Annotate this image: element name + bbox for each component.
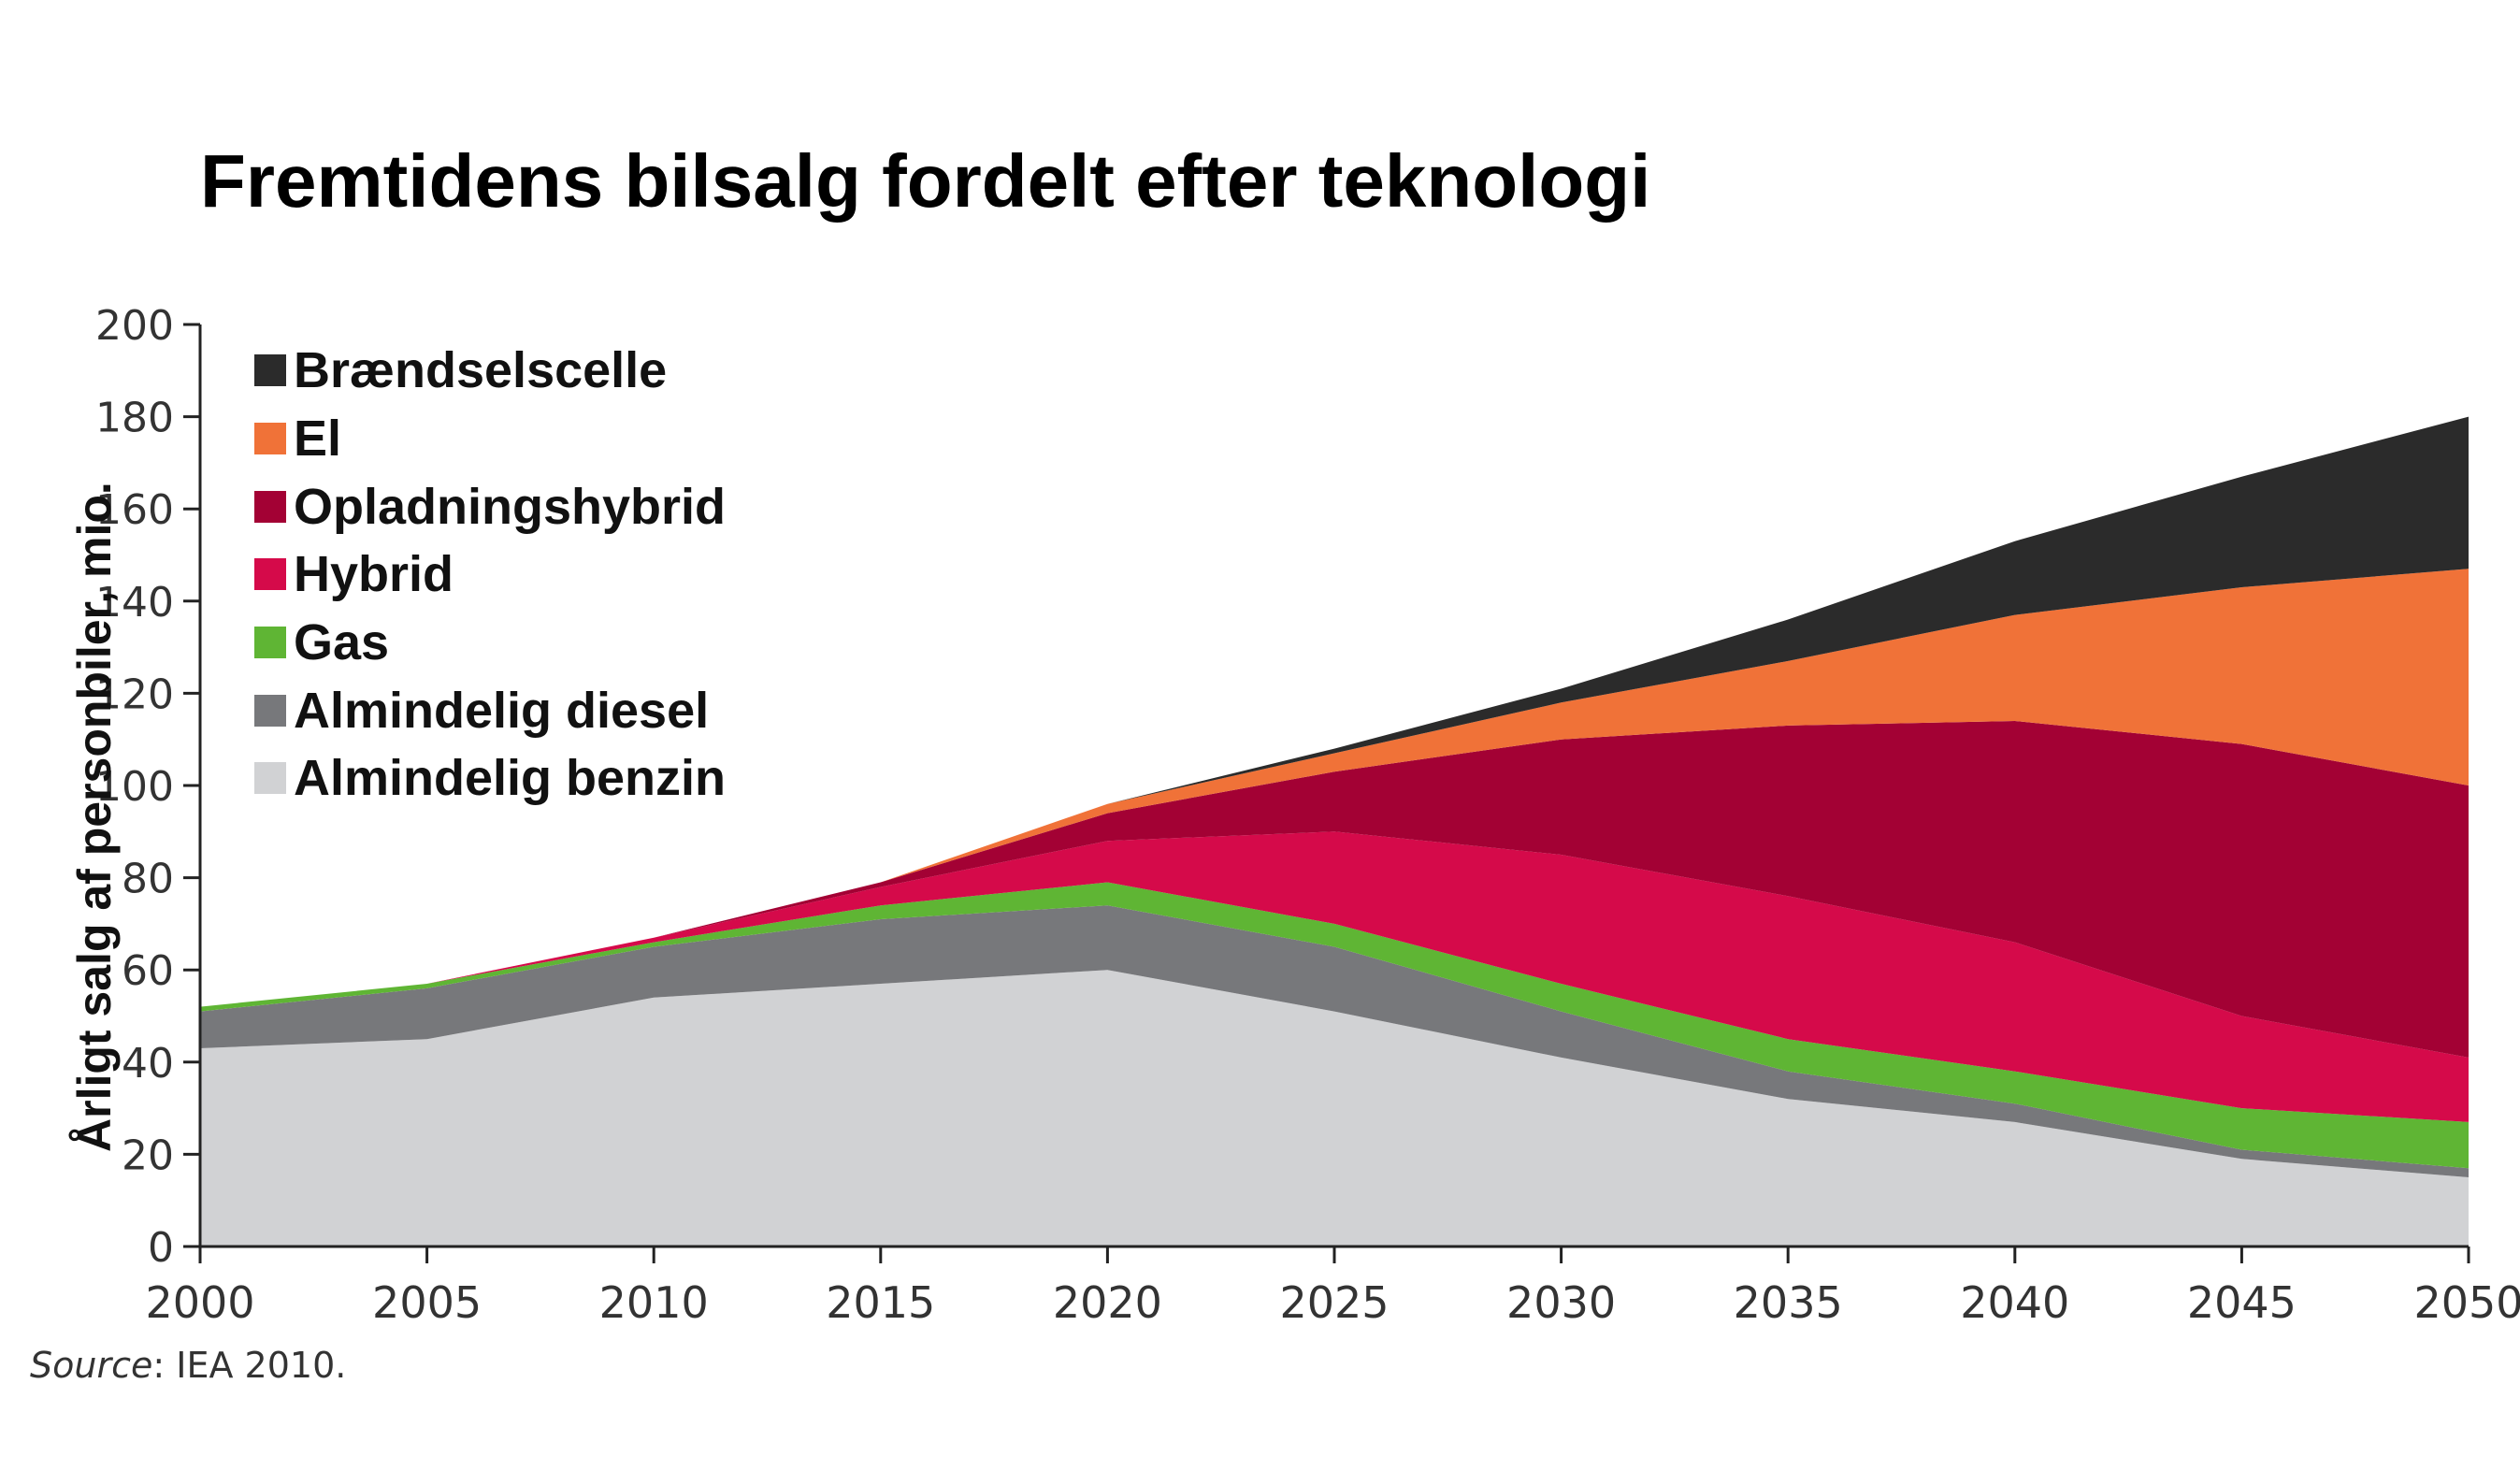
x-tick-label: 2030 — [1506, 1277, 1616, 1328]
x-tick-label: 2035 — [1734, 1277, 1843, 1328]
x-tick-label: 2015 — [826, 1277, 935, 1328]
y-tick-label: 200 — [95, 302, 174, 350]
legend-item-braendselscelle: Brændselscelle — [254, 337, 726, 405]
legend-item-almindelig-benzin: Almindelig benzin — [254, 744, 726, 813]
legend-item-el: El — [254, 405, 726, 473]
legend-label: Brændselscelle — [294, 342, 668, 399]
legend-item-hybrid: Hybrid — [254, 540, 726, 609]
legend-label: El — [294, 411, 342, 468]
legend-swatch — [254, 423, 286, 455]
x-tick-label: 2005 — [372, 1277, 482, 1328]
y-tick-labels: 0 20 40 60 80 100 120 140 160 180 200 — [95, 302, 174, 1272]
y-tick-label: 100 — [95, 763, 174, 811]
source-note: Source: IEA 2010. — [30, 1345, 346, 1386]
y-tick-label: 160 — [95, 486, 174, 534]
x-tick-labels: 2000 2005 2010 2015 2020 2025 2030 2035 2040 2045… — [145, 1277, 2520, 1328]
x-tick-label: 2000 — [145, 1277, 254, 1328]
axes — [183, 323, 2470, 1263]
x-tick-label: 2040 — [1960, 1277, 2069, 1328]
y-tick-label: 80 — [122, 856, 174, 903]
x-tick-label: 2045 — [2187, 1277, 2297, 1328]
chart-title: Fremtidens bilsalg fordelt efter teknolo… — [200, 139, 1651, 223]
y-tick-label: 140 — [95, 579, 174, 627]
legend-label: Almindelig diesel — [294, 682, 710, 739]
legend-label: Hybrid — [294, 546, 454, 603]
legend-swatch — [254, 627, 286, 659]
x-tick-label: 2025 — [1279, 1277, 1389, 1328]
legend-label: Gas — [294, 614, 390, 671]
y-tick-label: 120 — [95, 670, 174, 718]
legend-swatch — [254, 354, 286, 387]
y-tick-label: 60 — [122, 947, 174, 995]
area-hybrid — [200, 831, 2469, 1122]
y-tick-label: 40 — [122, 1040, 174, 1088]
legend-label: Opladningshybrid — [294, 478, 727, 535]
y-tick-label: 20 — [122, 1131, 174, 1179]
legend-item-opladningshybrid: Opladningshybrid — [254, 472, 726, 540]
legend-label: Almindelig benzin — [294, 750, 727, 807]
source-text: : IEA 2010. — [152, 1345, 347, 1386]
legend-swatch — [254, 490, 286, 523]
legend-item-gas: Gas — [254, 609, 726, 677]
y-tick-label: 0 — [148, 1224, 174, 1272]
stacked-areas — [200, 416, 2469, 1247]
x-tick-label: 2010 — [599, 1277, 709, 1328]
area-almindelig-diesel — [200, 905, 2469, 1177]
y-tick-label: 180 — [95, 395, 174, 442]
legend-item-almindelig-diesel: Almindelig diesel — [254, 676, 726, 744]
area-gas — [200, 882, 2469, 1169]
legend: Brændselscelle El Opladningshybrid Hybrid Ga… — [254, 337, 726, 813]
legend-swatch — [254, 694, 286, 727]
x-tick-label: 2050 — [2413, 1277, 2520, 1328]
area-el — [200, 569, 2469, 1007]
source-label: Source — [30, 1345, 153, 1386]
legend-swatch — [254, 558, 286, 591]
x-tick-label: 2020 — [1053, 1277, 1162, 1328]
y-axis-label: Årligt salg af personbiler, mio. — [68, 482, 121, 1152]
area-almindelig-benzin — [200, 970, 2469, 1247]
legend-swatch — [254, 762, 286, 795]
area-opladningshybrid — [200, 721, 2469, 1058]
